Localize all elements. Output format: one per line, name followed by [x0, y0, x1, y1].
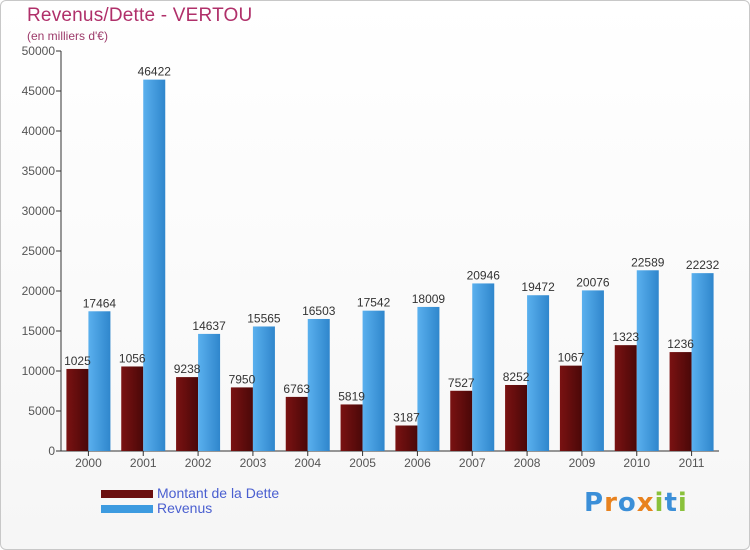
y-tick-label: 30000 — [22, 204, 56, 218]
logo-letter: r — [604, 488, 618, 518]
legend-swatch-dette — [101, 489, 153, 498]
chart-title: Revenus/Dette - VERTOU — [27, 5, 253, 26]
bar-dette — [559, 365, 582, 451]
y-tick-label: 15000 — [22, 324, 56, 338]
bar-revenus — [143, 79, 166, 452]
bar-revenus — [198, 333, 221, 451]
legend-swatch-revenus — [101, 504, 153, 513]
data-label-revenus: 46422 — [138, 65, 172, 79]
bar-dette — [340, 404, 363, 451]
bar-revenus — [88, 311, 111, 451]
logo-letter: i — [654, 488, 665, 518]
logo-letter: x — [636, 488, 655, 518]
data-label-revenus: 18009 — [412, 292, 446, 306]
bar-revenus — [527, 295, 550, 451]
y-tick-label: 50000 — [22, 44, 56, 58]
data-label-dette: 1025 — [64, 354, 91, 368]
data-label-revenus: 19472 — [521, 280, 555, 294]
legend-item-revenus: Revenus — [101, 501, 279, 516]
y-tick-label: 25000 — [22, 244, 56, 258]
bar-revenus — [691, 273, 714, 451]
logo-letter: i — [677, 488, 688, 518]
x-tick-label: 2008 — [514, 456, 541, 470]
data-label-dette: 1067 — [558, 351, 585, 365]
chart-subtitle: (en milliers d'€) — [27, 29, 108, 43]
bar-dette — [121, 366, 144, 451]
legend-label-revenus: Revenus — [157, 500, 213, 516]
x-tick-label: 2002 — [185, 456, 212, 470]
data-label-dette: 1323 — [612, 330, 639, 344]
bar-revenus — [636, 270, 659, 451]
bar-revenus — [472, 283, 495, 451]
y-tick-label: 35000 — [22, 164, 56, 178]
legend-item-dette: Montant de la Dette — [101, 486, 279, 501]
bar-dette — [450, 390, 473, 451]
bar-dette — [669, 352, 692, 451]
data-label-dette: 9238 — [174, 362, 201, 376]
bar-dette — [176, 377, 199, 451]
y-tick-label: 20000 — [22, 284, 56, 298]
logo-letter: o — [617, 488, 637, 518]
y-tick-label: 10000 — [22, 364, 56, 378]
data-label-revenus: 22589 — [631, 255, 665, 269]
bar-dette — [285, 396, 308, 451]
legend: Montant de la Dette Revenus — [101, 486, 279, 516]
x-tick-label: 2010 — [623, 456, 650, 470]
data-label-revenus: 22232 — [686, 258, 720, 272]
data-label-dette: 7527 — [448, 376, 475, 390]
data-label-dette: 5819 — [338, 389, 365, 403]
bar-revenus — [362, 310, 385, 451]
bar-revenus — [581, 290, 604, 451]
x-tick-label: 2006 — [404, 456, 431, 470]
data-label-revenus: 20946 — [467, 268, 501, 282]
legend-label-dette: Montant de la Dette — [157, 485, 280, 501]
data-label-dette: 1236 — [667, 337, 694, 351]
x-tick-label: 2001 — [130, 456, 157, 470]
x-tick-label: 2004 — [294, 456, 321, 470]
x-tick-label: 2000 — [75, 456, 102, 470]
x-tick-label: 2003 — [240, 456, 267, 470]
bar-dette — [395, 425, 418, 451]
x-tick-label: 2007 — [459, 456, 486, 470]
bar-revenus — [417, 306, 440, 451]
y-tick-label: 45000 — [22, 84, 56, 98]
data-label-dette: 6763 — [283, 382, 310, 396]
data-label-dette: 8252 — [503, 370, 530, 384]
bar-dette — [505, 384, 528, 451]
x-tick-label: 2011 — [679, 456, 705, 470]
bar-revenus — [307, 318, 330, 451]
proxiti-logo: Proxiti — [584, 488, 688, 518]
bar-dette — [230, 387, 253, 451]
logo-letter: t — [664, 488, 678, 518]
y-tick-label: 5000 — [28, 404, 55, 418]
data-label-revenus: 16503 — [302, 304, 336, 318]
data-label-revenus: 15565 — [247, 311, 281, 325]
data-label-dette: 1056 — [119, 351, 146, 365]
y-tick-label: 0 — [48, 444, 55, 458]
x-tick-label: 2009 — [569, 456, 596, 470]
data-label-revenus: 14637 — [192, 319, 226, 333]
bar-revenus — [252, 326, 275, 451]
data-label-revenus: 20076 — [576, 275, 610, 289]
data-label-dette: 3187 — [393, 411, 420, 425]
data-label-revenus: 17464 — [83, 296, 117, 310]
y-tick-label: 40000 — [22, 124, 56, 138]
data-label-revenus: 17542 — [357, 296, 391, 310]
x-tick-label: 2005 — [349, 456, 376, 470]
bar-dette — [66, 368, 89, 451]
logo-letter: P — [584, 488, 605, 518]
data-label-dette: 7950 — [229, 372, 256, 386]
bar-dette — [614, 345, 637, 451]
